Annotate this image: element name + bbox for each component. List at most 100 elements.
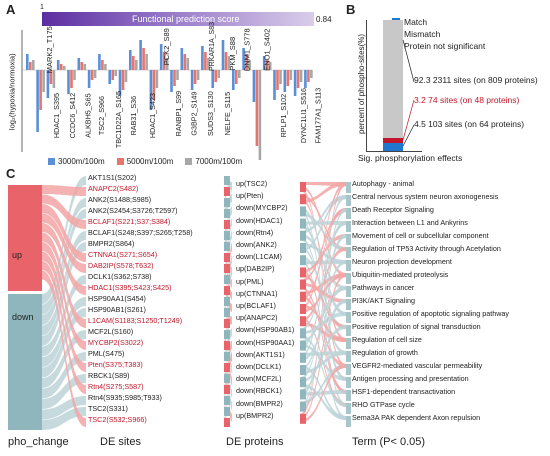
de-sites-column: AKT1S1(S202) ANAPC2(S482) ANK2(S1488;S985)…: [88, 174, 228, 430]
legend-swatch-gray: [185, 158, 193, 165]
site-node: [224, 297, 230, 306]
node-up: [8, 185, 42, 291]
bar: [36, 70, 39, 132]
de-site-label: AKT1S1(S202): [88, 173, 137, 182]
bar: [26, 54, 29, 70]
bar: [159, 44, 163, 70]
protein-node: [300, 316, 306, 327]
de-site-label: HSP90AB1(S261): [88, 305, 146, 314]
de-protein-label: down(DCLK1): [236, 362, 282, 371]
legend-3000: 3000m/100m: [48, 157, 105, 166]
term-label: Ubiquitin-mediated proteolysis: [352, 270, 449, 279]
bar: [186, 58, 190, 70]
bar: [101, 60, 104, 70]
de-site-label: TSC2(S331): [88, 404, 128, 413]
sankey-flow: [300, 322, 346, 342]
bar: [83, 64, 87, 70]
de-site-label: BCLAF1(S221;S37;S384): [88, 217, 171, 226]
term-node: [346, 338, 351, 349]
bar: [62, 66, 66, 70]
sankey-flow: [42, 308, 86, 378]
bar: [304, 70, 307, 88]
bar: [67, 70, 70, 94]
term-node: [346, 247, 351, 258]
legend-3000-label: 3000m/100m: [58, 157, 105, 166]
term-label: Autophagy - animal: [352, 179, 414, 188]
term-node: [346, 260, 351, 271]
annotation-mismatch: 3.2 74 sites (on 48 proteins): [414, 95, 520, 105]
bar: [56, 60, 60, 70]
sankey-flow: [300, 208, 346, 301]
protein-node: [300, 206, 306, 217]
term-label: Pathways in cancer: [352, 283, 415, 292]
bar: [142, 48, 145, 70]
bar: [98, 54, 101, 70]
bar: [201, 46, 204, 70]
protein-node: [300, 279, 306, 290]
protein-node: [300, 328, 306, 339]
annotation-notsig: 92.3 2311 sites (on 809 proteins): [414, 75, 538, 85]
legend-5000-label: 5000m/100m: [126, 157, 174, 166]
sankey-flow: [300, 273, 346, 313]
legend-notsig-label: Protein not significant: [404, 41, 486, 51]
bar: [265, 60, 269, 70]
panel-a-bar-chart: [21, 30, 313, 160]
bar-match: [383, 143, 403, 151]
bar: [196, 70, 200, 80]
site-node: [224, 308, 230, 317]
sankey-flow: [42, 396, 86, 420]
term-label: PI3K/AKT Signaling: [352, 296, 415, 305]
bar: [170, 70, 173, 92]
bar: [80, 62, 84, 70]
legend-7000: 7000m/100m: [185, 157, 242, 166]
protein-node: [300, 182, 306, 192]
colorbar-title: Functional prediction score: [132, 14, 240, 24]
de-protein-label: down(AKT1S1): [236, 349, 285, 359]
bar: [296, 70, 300, 88]
panel-b-annotation-lines: [402, 39, 415, 147]
term-label: Regulation of growth: [352, 348, 418, 357]
protein-node: [300, 365, 306, 375]
protein-node: [300, 340, 306, 351]
col-header-term: Term (P< 0.05): [352, 437, 425, 448]
bar: [310, 70, 313, 78]
bar-notsig: [383, 20, 403, 138]
node-up-label: up: [12, 250, 23, 260]
term-label: Regulation of cell size: [352, 335, 422, 344]
bar: [242, 48, 245, 70]
col-header-pho-change: pho_change: [8, 436, 69, 448]
col-header-de-sites: DE sites: [100, 436, 141, 448]
de-site-label: PML(S475): [88, 349, 125, 358]
bar: [273, 70, 276, 100]
panel-c-letter: C: [6, 166, 16, 181]
sankey-flow: [300, 285, 346, 394]
bar: [173, 70, 176, 86]
sankey-flow: [42, 330, 86, 388]
sankey-flow: [300, 224, 346, 316]
site-node: [224, 209, 230, 218]
bar-mismatch: [383, 138, 403, 143]
term-label: Regulation of TP53 Activity through Acet…: [352, 244, 501, 253]
site-node: [224, 220, 230, 229]
de-site-label: Rtn4(S275;S587): [88, 382, 144, 391]
bar: [211, 70, 214, 88]
annotation-match: 4.5 103 sites (on 64 proteins): [414, 119, 525, 129]
bar: [248, 60, 251, 70]
node-down-label: down: [12, 312, 34, 322]
bar: [87, 70, 91, 88]
sankey-flow: [300, 260, 346, 265]
panel-a-legend: 3000m/100m 5000m/100m 7000m/100m: [48, 157, 242, 166]
de-protein-label: up(TSC2): [236, 179, 268, 188]
sankey-flow: [42, 223, 86, 295]
bar: [221, 40, 225, 70]
sankey-flow: [300, 221, 346, 350]
panel-b-stacked-bar: [383, 20, 403, 151]
de-protein-label: down(HSP90AB1): [236, 325, 295, 335]
de-protein-label: down(L1CAM): [236, 252, 282, 262]
sankey-flow: [42, 242, 86, 350]
term-node: [346, 390, 351, 401]
legend-5000: 5000m/100m: [116, 157, 174, 166]
de-proteins-column: up(TSC2) up(Pten) down(MYCBP2) down(HDAC1) d…: [236, 180, 326, 430]
legend-swatch-red: [116, 158, 124, 165]
site-node: [224, 242, 230, 251]
